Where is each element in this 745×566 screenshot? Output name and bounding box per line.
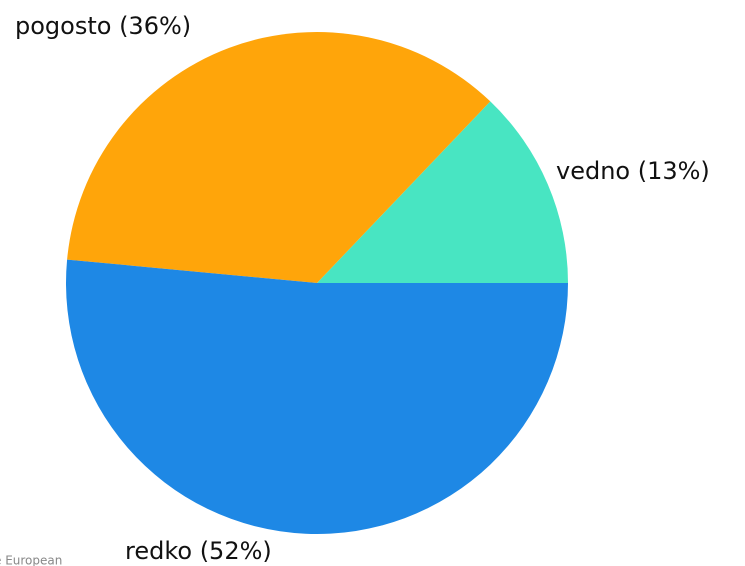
slice-label: vedno (13%): [556, 157, 710, 185]
slice-label: redko (52%): [125, 537, 272, 565]
pie-slice: [317, 101, 568, 283]
pie-slice: [66, 259, 568, 534]
credit: e European: [0, 554, 62, 566]
pie-slice: [67, 32, 491, 283]
slice-label: pogosto (36%): [15, 12, 191, 40]
